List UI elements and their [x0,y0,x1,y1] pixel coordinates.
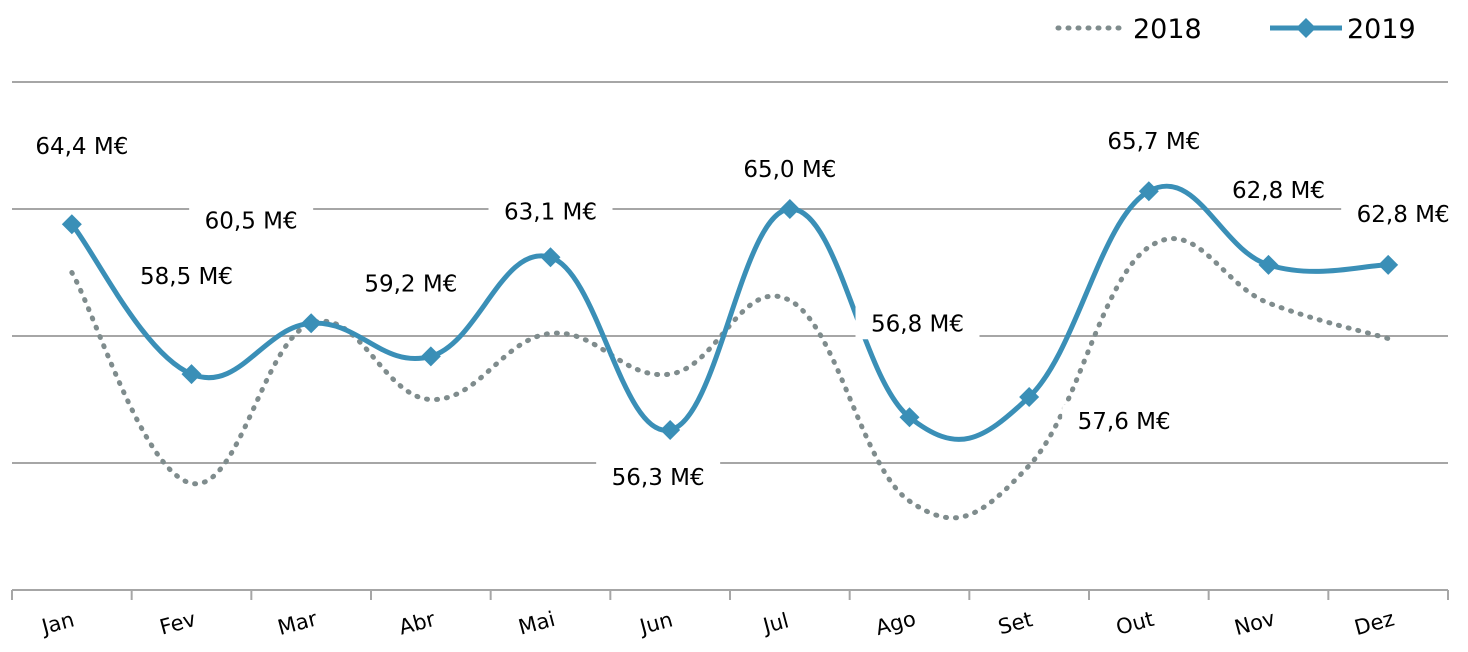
legend-label-2019: 2019 [1347,14,1416,45]
data-label-bg [855,307,980,340]
data-label-2019: 58,5 M€ [140,264,233,290]
data-label-bg [1216,173,1341,206]
x-tick-label: Jul [759,608,792,638]
data-label-bg [189,204,314,237]
data-label-bg [1062,404,1187,437]
data-label-2019: 64,4 M€ [35,134,128,160]
data-label-bg [1341,197,1466,230]
x-tick-label: Nov [1232,606,1278,640]
x-tick-label: Fev [157,607,198,640]
data-label-bg [727,153,852,185]
series-line-2018 [69,236,1391,521]
data-label-bg [124,260,249,293]
x-tick-label: Out [1114,607,1157,640]
data-point-2019 [1019,386,1040,407]
data-point-2019 [1258,254,1279,275]
data-labels: 64,4 M€ 58,5 M€ 60,5 M€ 59,2 M€ 63,1 M€ 56,3 … [19,125,1466,493]
data-point-2019 [660,419,681,440]
data-point-2019 [301,313,322,334]
data-point-2019 [61,214,82,235]
data-point-2019 [420,346,441,367]
x-axis: Jan Fev Mar Abr Mai Jun Jul Ago Set Out Nov Dez [11,589,1449,640]
data-label-bg [1091,125,1216,158]
x-tick-label: Mai [516,607,558,640]
data-label-2019: 59,2 M€ [364,271,457,297]
data-label-bg [596,460,721,493]
x-tick-label: Mar [275,606,320,640]
data-label-2019: 62,8 M€ [1232,178,1325,204]
series-2018 [69,236,1391,521]
x-tick-label: Jun [635,607,675,639]
data-point-2019 [540,247,561,268]
data-point-2019 [1138,181,1159,202]
data-label-bg [348,267,473,300]
x-tick-label: Jan [37,607,76,639]
data-label-2019: 60,5 M€ [205,208,298,234]
data-label-2019: 57,6 M€ [1078,409,1171,435]
legend-marker-2019 [1296,18,1316,38]
data-label-2019: 56,8 M€ [871,311,964,337]
data-point-2019 [899,407,920,428]
x-tick-label: Ago [873,606,918,640]
legend: 2018 2019 [1055,14,1416,45]
data-label-2019: 62,8 M€ [1357,202,1450,228]
data-point-2019 [181,364,202,385]
data-label-bg [19,130,144,163]
x-tick-label: Set [996,607,1036,639]
data-label-2019: 65,7 M€ [1107,129,1200,155]
data-label-bg [488,195,613,228]
data-label-2019: 63,1 M€ [504,199,597,225]
data-label-2019: 65,0 M€ [743,157,836,183]
x-tick-label: Abr [396,607,438,640]
data-point-2019 [779,199,800,219]
x-tick-label: Dez [1352,606,1397,640]
legend-label-2018: 2018 [1133,14,1202,45]
data-label-2019: 56,3 M€ [612,465,705,491]
series-2019 [61,181,1399,442]
data-point-2019 [1378,254,1399,275]
